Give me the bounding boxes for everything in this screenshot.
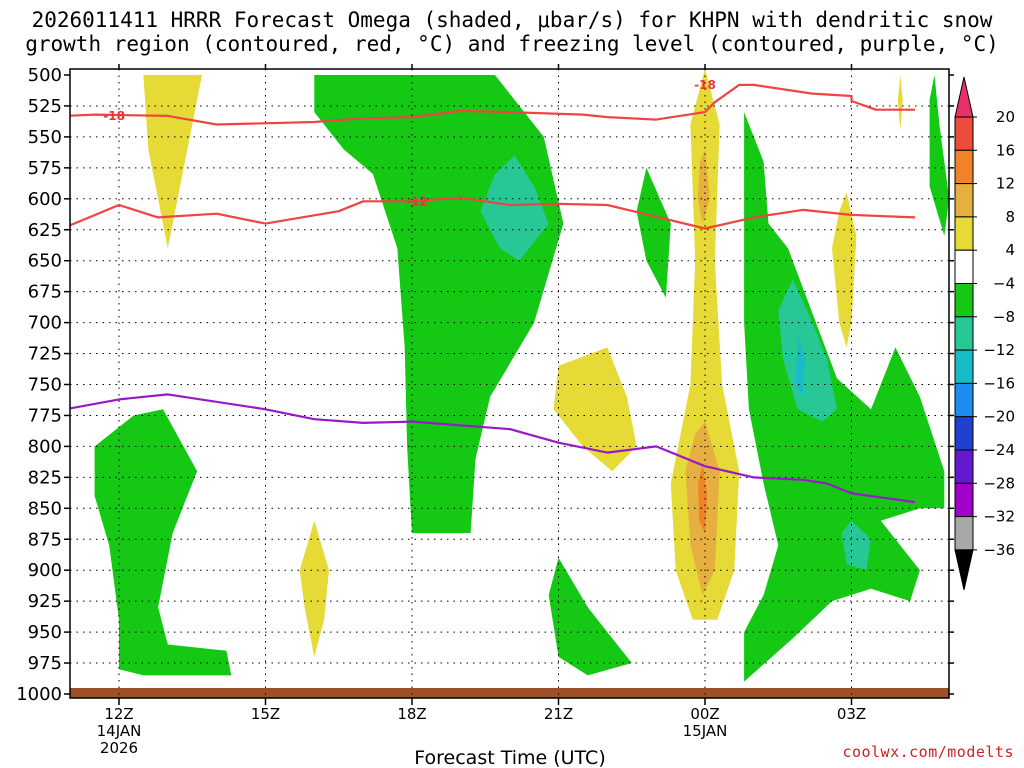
- x-tick-sublabel2-12Z: 2026: [100, 739, 138, 757]
- y-tick-label-875: 875: [28, 529, 62, 550]
- colorbar-legend: 20 16 12 8 4 −4 −8 −12 −16 −20 −24 −28 −32 −36: [954, 76, 1015, 591]
- y-tick-label-675: 675: [28, 282, 62, 303]
- omega-region-14: [636, 167, 671, 298]
- colorbar-swatch-12: [954, 516, 974, 551]
- omega-region-4: [832, 192, 857, 348]
- y-tick-label-700: 700: [28, 313, 62, 334]
- colorbar-swatch-8: [954, 382, 974, 418]
- colorbar-tick-label-3: 8: [1005, 208, 1015, 226]
- x-tick-sublabel-12Z: 14JAN: [97, 722, 142, 740]
- y-tick-label-550: 550: [28, 127, 62, 148]
- y-tick-label-850: 850: [28, 498, 62, 519]
- y-tick-label-500: 500: [28, 65, 62, 86]
- y-tick-label-900: 900: [28, 560, 62, 581]
- colorbar-tick-label-2: 12: [996, 175, 1015, 193]
- x-tick-label-00Z: 00Z: [690, 705, 719, 723]
- colorbar-swatch-3: [954, 216, 974, 251]
- y-tick-label-1000: 1000: [16, 684, 62, 705]
- colorbar-swatch-9: [954, 416, 974, 451]
- y-tick-label-925: 925: [28, 591, 62, 612]
- colorbar-arrow-bottom: [954, 549, 974, 591]
- colorbar-tick-label-8: −16: [983, 374, 1015, 392]
- omega-region-0: [143, 75, 202, 249]
- temperature-contours: [70, 83, 916, 504]
- colorbar-tick-label-9: −20: [983, 408, 1015, 426]
- contour-label-1: -18: [694, 78, 716, 92]
- y-tick-label-975: 975: [28, 653, 62, 674]
- colorbar-tick-label-10: −24: [983, 441, 1015, 459]
- contour-label-2: -12: [406, 194, 428, 208]
- x-tick-label-12Z: 12Z: [104, 705, 133, 723]
- colorbar-swatch-4: [954, 249, 974, 284]
- x-tick-label-03Z: 03Z: [837, 705, 866, 723]
- colorbar-tick-label-6: −8: [993, 308, 1015, 326]
- omega-region-12: [744, 112, 945, 682]
- omega-region-19: [795, 335, 806, 397]
- x-tick-label-21Z: 21Z: [544, 705, 573, 723]
- contour-labels: -18 -18 -12: [103, 78, 716, 208]
- omega-region-16: [480, 155, 549, 261]
- x-tick-label-18Z: 18Z: [397, 705, 426, 723]
- y-tick-label-825: 825: [28, 467, 62, 488]
- x-tick-sublabel-00Z: 15JAN: [683, 722, 728, 740]
- x-tick-label-15Z: 15Z: [251, 705, 280, 723]
- omega-region-5: [897, 75, 903, 131]
- colorbar-swatch-1: [954, 149, 974, 185]
- contour-line-1: [70, 196, 916, 230]
- grid-lines: [70, 69, 949, 698]
- y-axis: 500 525 550 575 600 625 650 675 700 725 750 775 800 8…: [16, 65, 954, 705]
- y-tick-label-575: 575: [28, 158, 62, 179]
- omega-region-13: [929, 75, 949, 236]
- y-tick-label-750: 750: [28, 375, 62, 396]
- chart-title-line-2: growth region (contoured, red, °C) and f…: [25, 32, 999, 56]
- colorbar-swatch-5: [954, 283, 974, 318]
- y-tick-label-600: 600: [28, 189, 62, 210]
- colorbar-tick-label-4: 4: [1005, 241, 1015, 259]
- omega-region-10: [314, 75, 564, 534]
- x-axis-label: Forecast Time (UTC): [414, 747, 605, 768]
- omega-region-17: [778, 279, 837, 422]
- colorbar-swatch-2: [954, 183, 974, 218]
- omega-region-2: [553, 347, 637, 472]
- y-tick-label-775: 775: [28, 405, 62, 426]
- colorbar-tick-label-5: −4: [993, 275, 1015, 293]
- chart-title-line-1: 2026011411 HRRR Forecast Omega (shaded, …: [31, 8, 993, 32]
- y-tick-label-800: 800: [28, 436, 62, 457]
- y-tick-label-650: 650: [28, 251, 62, 272]
- contour-label-0: -18: [103, 109, 125, 123]
- colorbar-tick-label-0: 20: [996, 108, 1015, 126]
- omega-region-15: [548, 557, 632, 676]
- colorbar-swatch-11: [954, 482, 974, 518]
- colorbar-tick-label-12: −32: [983, 508, 1015, 526]
- omega-shaded-regions: [94, 69, 949, 682]
- y-tick-label-950: 950: [28, 622, 62, 643]
- colorbar-arrow-top: [954, 76, 974, 118]
- omega-region-1: [299, 520, 329, 657]
- colorbar-swatch-0: [954, 116, 974, 151]
- credit-text: coolwx.com/modelts: [842, 743, 1014, 761]
- contour-line-2: [70, 393, 916, 504]
- plot-frame: [69, 68, 950, 699]
- omega-region-11: [94, 409, 232, 676]
- ground-surface: [70, 688, 949, 698]
- y-tick-label-725: 725: [28, 344, 62, 365]
- y-tick-label-525: 525: [28, 96, 62, 117]
- colorbar-swatch-7: [954, 349, 974, 384]
- colorbar-tick-label-13: −36: [983, 541, 1015, 559]
- colorbar-swatch-6: [954, 316, 974, 351]
- colorbar-tick-label-7: −12: [983, 341, 1015, 359]
- colorbar-swatch-10: [954, 449, 974, 484]
- omega-region-18: [841, 520, 871, 571]
- omega-region-9: [698, 465, 708, 534]
- y-tick-label-625: 625: [28, 220, 62, 241]
- colorbar-tick-label-11: −28: [983, 474, 1015, 492]
- colorbar-tick-label-1: 16: [996, 141, 1015, 159]
- contour-line-0: [70, 83, 915, 126]
